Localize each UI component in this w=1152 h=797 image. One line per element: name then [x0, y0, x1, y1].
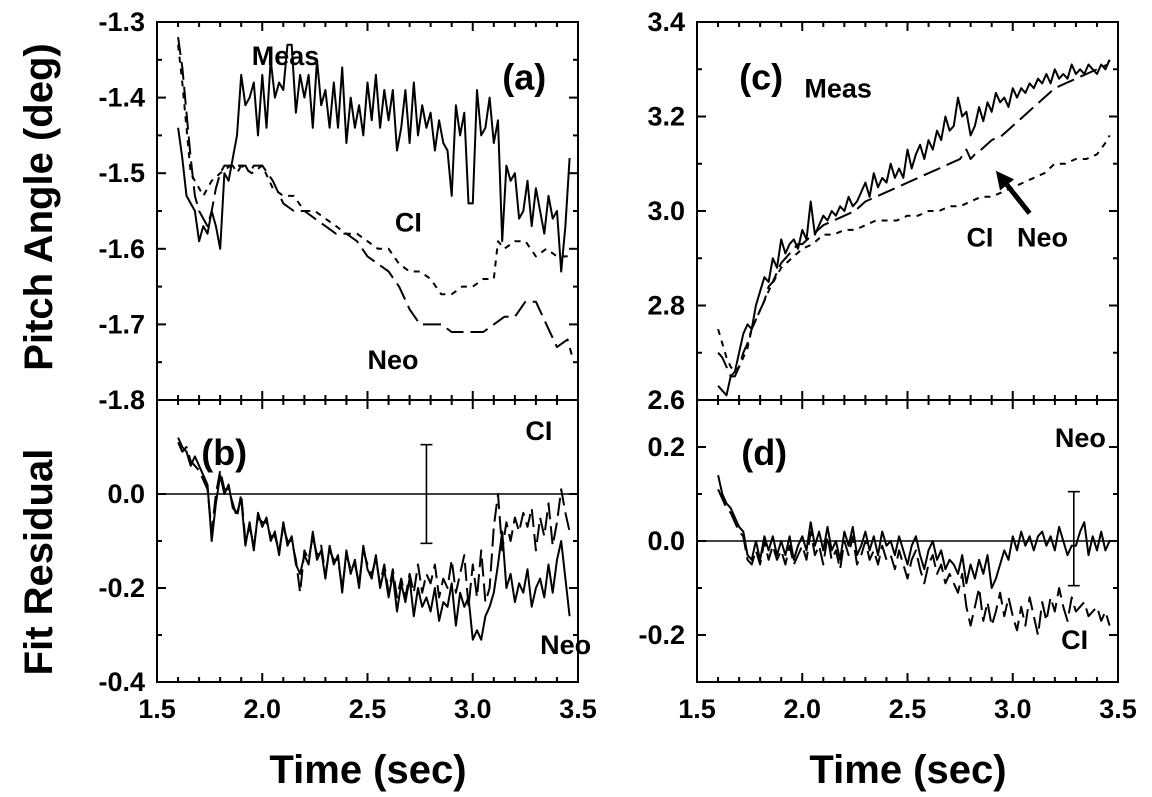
y-tick-label: -0.2 — [98, 573, 145, 603]
x-tick-label: 1.5 — [138, 694, 176, 724]
x-tick-label: 1.5 — [678, 694, 716, 724]
panels: -1.3 -1.4 -1.5 -1.6 -1.7 -1.8 Meas CI Neo (a) 0.0 -… — [98, 7, 1136, 724]
y-tick-label: 0.2 — [647, 432, 685, 462]
y-tick-label: 0.0 — [647, 526, 685, 556]
y-tick-label: -1.5 — [98, 158, 145, 188]
x-tick-label: 2.5 — [349, 694, 387, 724]
annotation-ci: CI — [395, 207, 422, 237]
x-tick-label: 3.5 — [1099, 694, 1137, 724]
panel-label: (a) — [502, 56, 546, 97]
series-line-ci — [177, 441, 571, 608]
panel-label: (b) — [201, 432, 247, 473]
x-tick-label: 2.0 — [783, 694, 821, 724]
annotation-neo: Neo — [540, 630, 591, 660]
series-line-neo — [177, 36, 573, 355]
series-line-meas — [717, 59, 1111, 397]
y-tick-label: -0.2 — [638, 620, 685, 650]
y-tick-label: 2.8 — [647, 291, 685, 321]
arrow-head — [995, 170, 1015, 191]
y-tick-label: -1.6 — [98, 234, 145, 264]
annotation-neo: Neo — [1017, 222, 1068, 252]
annotation-meas: Meas — [252, 41, 320, 71]
annotation-meas: Meas — [804, 74, 872, 104]
arrow-shaft — [1005, 183, 1032, 215]
panel-c: 3.4 3.2 3.0 2.8 2.6 Meas CI Neo (c) — [647, 7, 1119, 415]
y-tick-label: -1.8 — [98, 385, 145, 415]
panel-a: -1.3 -1.4 -1.5 -1.6 -1.7 -1.8 Meas CI Neo (a) — [98, 7, 579, 415]
y-tick-label: -1.7 — [98, 309, 145, 339]
y-tick-label: 3.2 — [647, 102, 685, 132]
x-tick-label: 2.5 — [889, 694, 927, 724]
series-line-neo — [717, 474, 1111, 589]
annotation-neo: Neo — [1055, 423, 1106, 453]
panel-label: (d) — [741, 432, 787, 473]
y-tick-label: -0.4 — [98, 667, 145, 697]
annotation-neo: Neo — [368, 345, 419, 375]
x-tick-label: 2.0 — [243, 694, 281, 724]
x-axis-title-right: Time (sec) — [809, 748, 1006, 792]
series-line-neo — [717, 59, 1111, 378]
x-axis-title-left: Time (sec) — [269, 748, 466, 792]
y-tick-label: 0.0 — [107, 479, 145, 509]
panel-b: 0.0 -0.2 -0.41.5 2.0 2.5 3.0 3.5 CI Neo (b) — [98, 399, 597, 724]
annotation-ci: CI — [525, 416, 552, 446]
series-line-meas — [177, 43, 571, 273]
annotation-ci: CI — [1061, 625, 1088, 655]
y-axis-title-top: Pitch Angle (deg) — [17, 43, 61, 370]
panel-d: 0.2 0.0 -0.2 1.5 2.0 2.5 3.0 3.5 Neo CI (d) — [638, 399, 1137, 724]
y-tick-label: -1.4 — [98, 83, 145, 113]
x-tick-label: 3.0 — [454, 694, 492, 724]
y-tick-label: 2.6 — [647, 385, 685, 415]
x-tick-label: 3.0 — [994, 694, 1032, 724]
x-tick-label: 3.5 — [559, 694, 597, 724]
series-line-ci — [717, 488, 1111, 636]
series-line-ci — [717, 134, 1111, 373]
annotation-ci: CI — [966, 222, 993, 252]
y-tick-label: -1.3 — [98, 7, 145, 37]
panel-label: (c) — [739, 56, 783, 97]
y-tick-label: 3.0 — [647, 196, 685, 226]
y-axis-title-bottom: Fit Residual — [17, 449, 61, 676]
y-tick-label: 3.4 — [647, 7, 685, 37]
